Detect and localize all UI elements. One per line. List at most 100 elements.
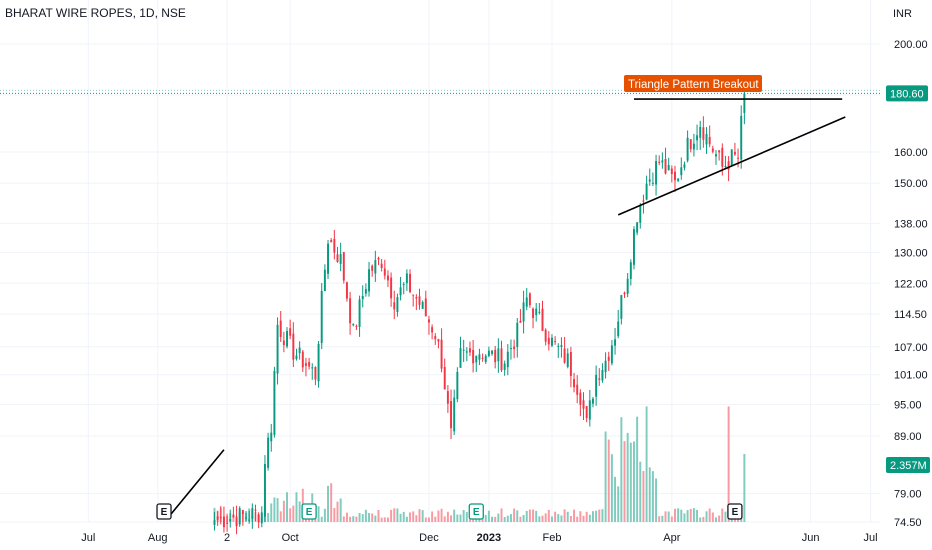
last-price-value: 180.60 xyxy=(890,88,924,100)
candle-body xyxy=(576,384,579,395)
candle-body xyxy=(696,135,699,141)
volume-bar xyxy=(317,506,320,522)
volume-bar xyxy=(598,509,601,522)
x-tick-label: Apr xyxy=(663,532,680,544)
candle-body xyxy=(222,516,225,528)
volume-bar xyxy=(696,509,699,522)
candle-body xyxy=(610,345,613,364)
candle-body xyxy=(386,275,389,281)
volume-bar xyxy=(355,516,358,522)
volume-bar xyxy=(327,485,330,522)
volume-bar xyxy=(368,513,371,522)
volume-bar xyxy=(715,517,717,522)
candle-body xyxy=(298,347,301,354)
earnings-marker[interactable]: E xyxy=(156,503,172,520)
x-tick-label: Jul xyxy=(864,532,878,544)
volume-bar xyxy=(702,516,705,522)
last-price-tag: 180.60 xyxy=(886,85,928,102)
candle-body xyxy=(595,374,598,397)
candle-body xyxy=(320,290,323,344)
candle-body xyxy=(509,348,512,350)
volume-bar xyxy=(374,515,377,522)
volume-bar xyxy=(424,517,427,522)
volume-bar xyxy=(566,511,569,522)
y-tick-label: 101.00 xyxy=(894,370,928,382)
last-volume-tag-bg xyxy=(886,457,930,473)
candle-body xyxy=(327,243,330,274)
volume-bar xyxy=(491,516,494,522)
volume-bar xyxy=(661,515,664,522)
trendlines[interactable] xyxy=(166,98,846,520)
time-scale[interactable]: Jul Aug 2 Oct Dec 2023 Feb Apr Jun Jul xyxy=(81,532,877,544)
candle-body xyxy=(443,367,446,390)
candle-body xyxy=(301,351,304,368)
candle-body xyxy=(282,340,285,346)
earnings-marker[interactable]: E xyxy=(468,503,484,520)
candle-body xyxy=(503,363,506,370)
candle-body xyxy=(730,149,733,167)
candle-body xyxy=(478,354,481,360)
candle-body xyxy=(440,339,443,369)
volume-bar xyxy=(509,514,512,522)
candle-body xyxy=(475,355,478,363)
candle-body xyxy=(241,510,244,515)
volume-bar xyxy=(724,511,727,522)
candle-body xyxy=(371,265,374,271)
volume-bar xyxy=(708,508,711,522)
candle-body xyxy=(705,133,708,145)
candle-body xyxy=(418,296,421,305)
volume-bar xyxy=(232,513,235,522)
trendline[interactable] xyxy=(166,449,225,520)
earnings-marker[interactable]: E xyxy=(727,503,743,520)
last-volume-tag: 2.357M xyxy=(886,457,930,473)
price-scale[interactable]: 200.00180.00160.00150.00138.00130.00122.… xyxy=(894,39,928,529)
candle-body xyxy=(465,351,468,353)
candle-body xyxy=(248,519,251,521)
candle-body xyxy=(235,517,238,527)
candle-body xyxy=(579,392,582,405)
last-price-tag-bg xyxy=(886,85,928,102)
y-tick-label: 200.00 xyxy=(894,39,928,51)
trendline[interactable] xyxy=(617,116,846,216)
candle-body xyxy=(358,299,361,327)
volume-bar xyxy=(295,492,298,522)
volume-bar xyxy=(519,516,522,522)
volume-bar xyxy=(390,509,393,522)
volume-bar xyxy=(415,515,418,522)
volume-bar xyxy=(557,514,560,522)
earnings-marker[interactable]: E xyxy=(301,503,317,520)
candle-body xyxy=(216,516,219,520)
candle-body xyxy=(740,115,743,160)
candle-body xyxy=(648,179,651,182)
candle-body xyxy=(317,343,320,382)
candle-body xyxy=(711,148,714,152)
candle-body xyxy=(528,293,531,306)
candle-body xyxy=(569,352,572,377)
volume-bar xyxy=(440,508,443,522)
earnings-marker-label: E xyxy=(732,507,739,518)
candle-body xyxy=(664,158,667,174)
candle-body xyxy=(588,400,591,420)
volume-bar xyxy=(636,416,639,522)
candle-body xyxy=(541,308,544,331)
volume-bar xyxy=(484,514,487,522)
candle-body xyxy=(456,371,459,400)
candle-body xyxy=(487,350,490,357)
x-tick-label: Aug xyxy=(148,532,168,544)
annotation-label[interactable]: Triangle Pattern Breakout xyxy=(624,75,762,92)
volume-bar xyxy=(402,511,405,522)
candle-body xyxy=(532,308,535,318)
volume-bar xyxy=(651,471,654,522)
candle-body xyxy=(462,349,465,351)
candle-body xyxy=(513,346,516,350)
candle-body xyxy=(446,391,449,404)
volume-bar xyxy=(629,442,632,522)
volume-bar xyxy=(418,509,421,522)
volume-bar xyxy=(727,406,730,522)
candle-body xyxy=(383,268,386,276)
candle-body xyxy=(582,400,585,409)
candle-body xyxy=(500,348,503,371)
candle-body xyxy=(450,401,453,429)
